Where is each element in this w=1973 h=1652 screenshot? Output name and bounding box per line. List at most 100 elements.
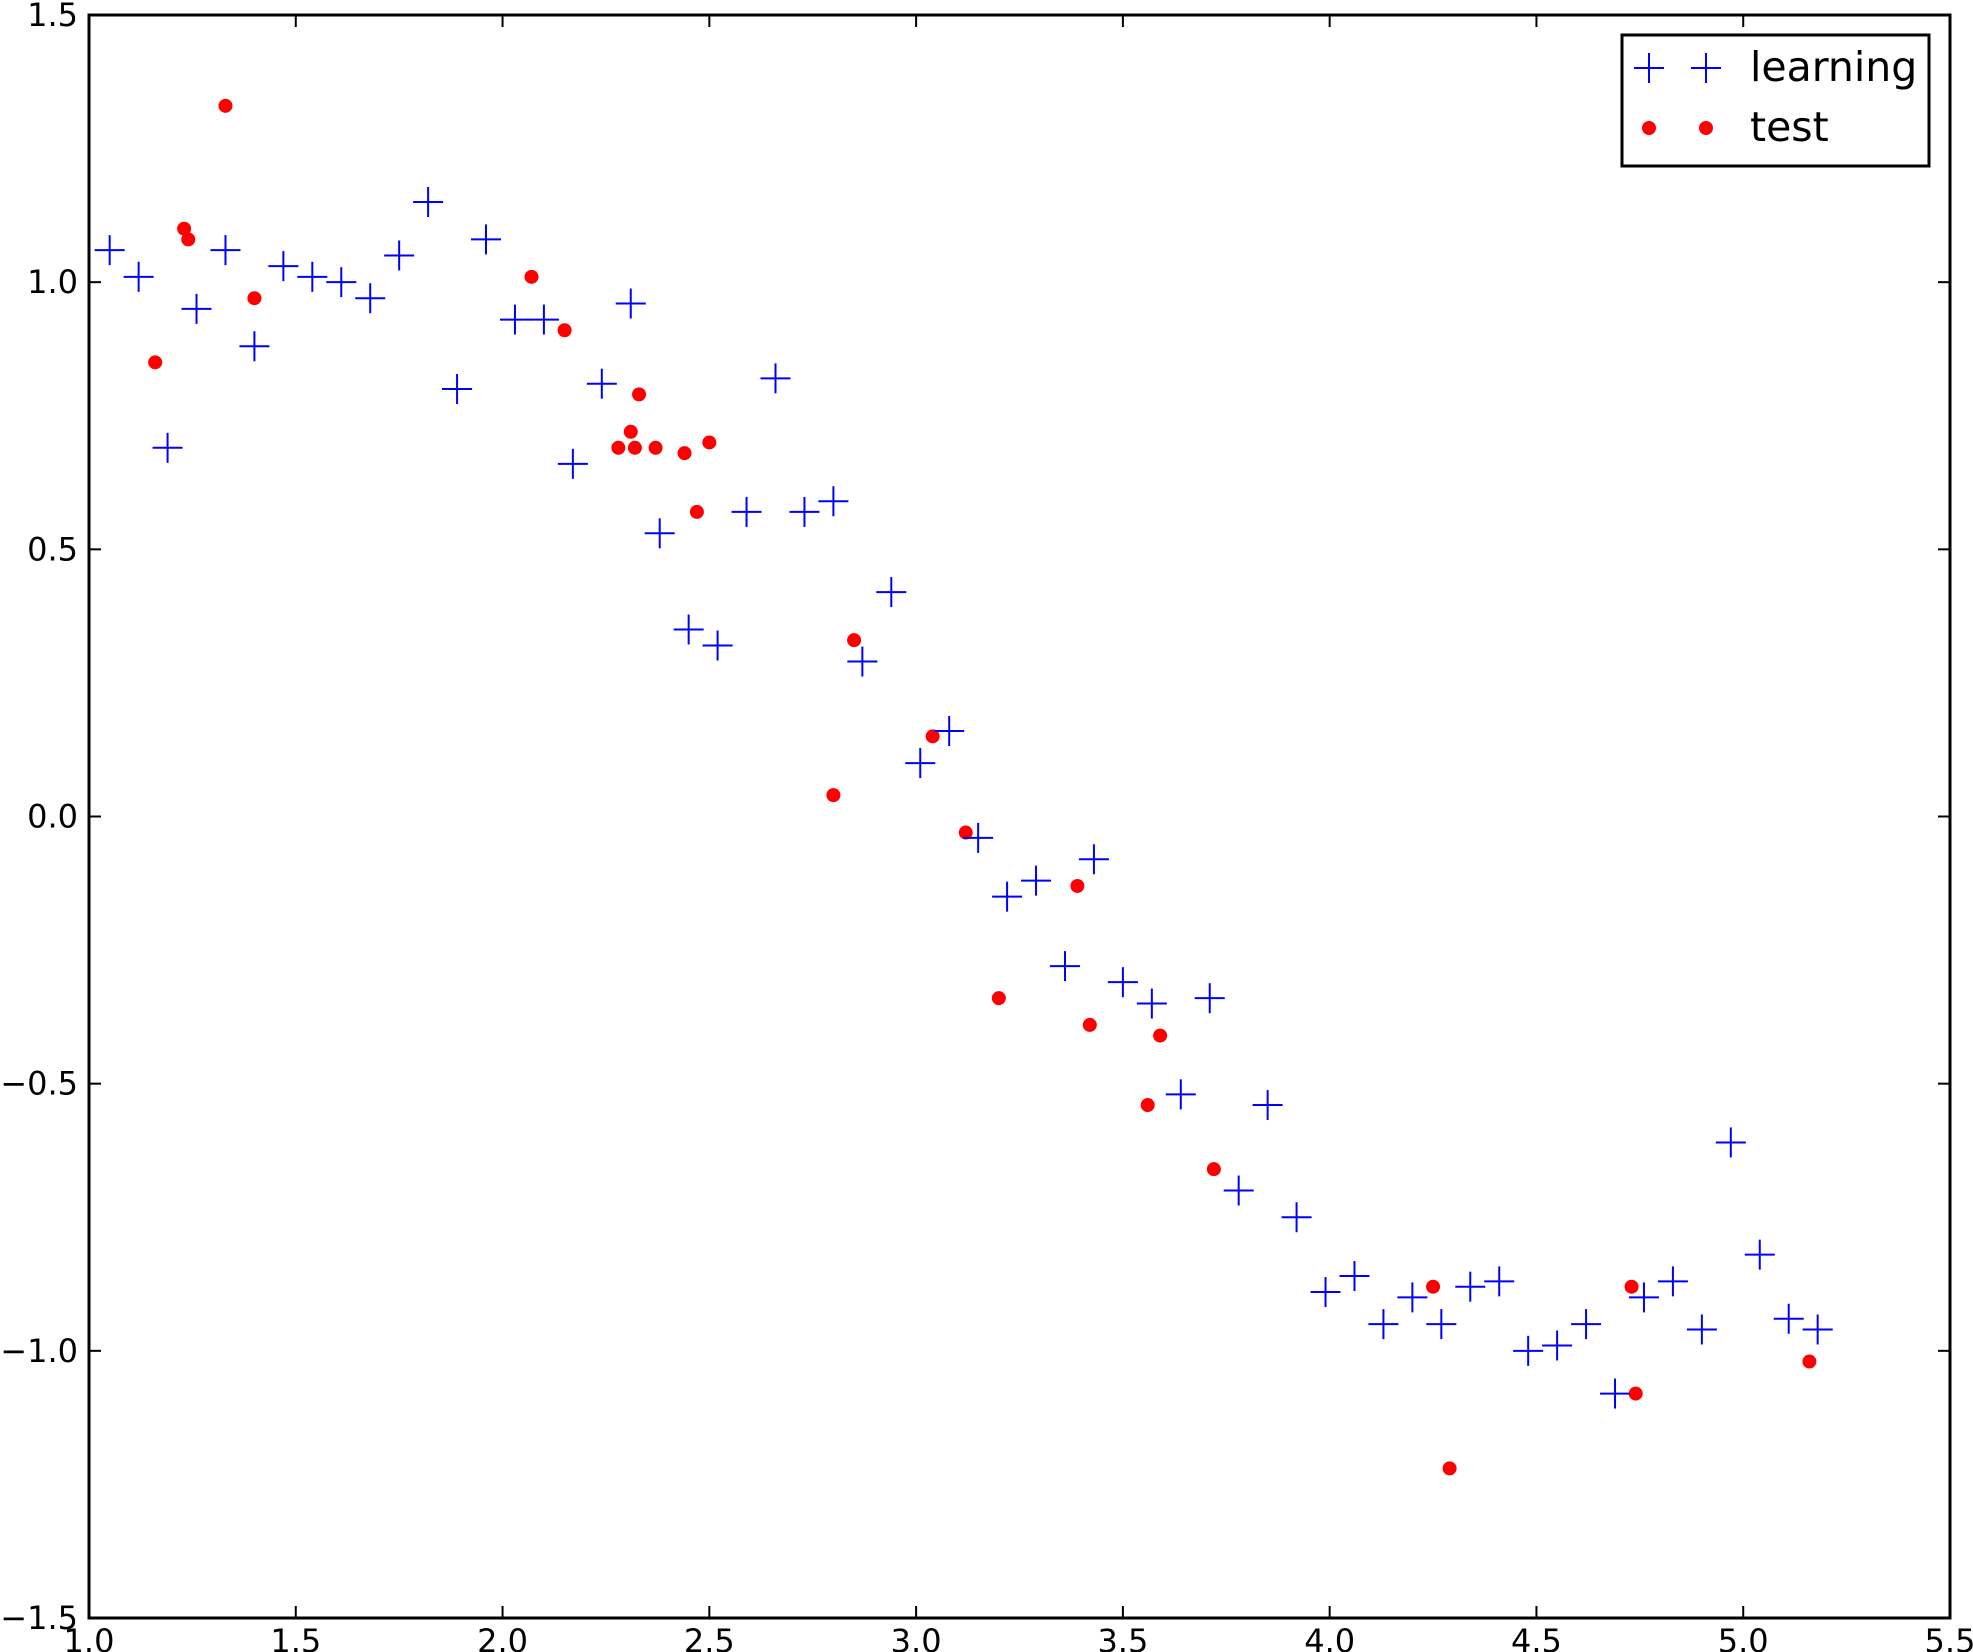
learning-point bbox=[1078, 844, 1109, 875]
learning-point bbox=[1339, 1261, 1370, 1292]
test-point bbox=[632, 387, 647, 402]
learning-point bbox=[528, 304, 559, 335]
learning-point bbox=[499, 304, 530, 335]
legend-markers bbox=[1634, 53, 1721, 135]
y-tick-label: −1.5 bbox=[0, 1599, 78, 1637]
learning-point bbox=[1397, 1282, 1428, 1313]
test-point bbox=[1426, 1279, 1441, 1294]
learning-point bbox=[1310, 1277, 1341, 1308]
test-point bbox=[1802, 1354, 1817, 1369]
test-point bbox=[181, 232, 196, 247]
test-point bbox=[1628, 1386, 1643, 1401]
learning-point bbox=[1252, 1090, 1283, 1121]
learning-point bbox=[1542, 1330, 1573, 1361]
y-tick-label: −1.0 bbox=[0, 1332, 78, 1370]
learning-point bbox=[586, 368, 617, 399]
learning-point bbox=[1657, 1266, 1688, 1297]
test-point bbox=[177, 221, 192, 236]
learning-point bbox=[1368, 1309, 1399, 1340]
learning-point bbox=[1686, 1314, 1717, 1345]
legend-label-test: test bbox=[1750, 103, 1829, 151]
learning-point bbox=[1773, 1303, 1804, 1334]
x-tick-label: 5.5 bbox=[1925, 1622, 1973, 1652]
test-point bbox=[648, 440, 663, 455]
learning-point bbox=[963, 822, 994, 853]
test-point bbox=[925, 729, 940, 744]
test-point bbox=[557, 323, 572, 338]
learning-point bbox=[442, 374, 473, 405]
x-axis-tick-labels: 1.0 1.5 2.0 2.5 3.0 3.5 4.0 4.5 5.0 5.5 bbox=[64, 1622, 1973, 1652]
test-point bbox=[611, 440, 626, 455]
learning-point bbox=[1426, 1309, 1457, 1340]
y-tick-label: 1.0 bbox=[27, 263, 78, 301]
x-tick-label: 2.0 bbox=[477, 1622, 528, 1652]
learning-point bbox=[239, 331, 270, 362]
learning-point bbox=[702, 630, 733, 661]
series-test-points bbox=[148, 98, 1817, 1476]
learning-point bbox=[731, 496, 762, 527]
learning-point bbox=[1571, 1309, 1602, 1340]
test-point bbox=[702, 435, 717, 450]
x-tick-label: 5.0 bbox=[1718, 1622, 1769, 1652]
x-tick-label: 1.5 bbox=[270, 1622, 321, 1652]
learning-point bbox=[1744, 1239, 1775, 1270]
learning-point bbox=[1165, 1079, 1196, 1110]
test-point bbox=[148, 355, 163, 370]
learning-point bbox=[1194, 983, 1225, 1014]
test-point bbox=[218, 98, 233, 113]
test-point bbox=[247, 291, 262, 306]
y-tick-label: 0.0 bbox=[27, 798, 78, 836]
series-learning-points bbox=[94, 187, 1833, 1409]
learning-point bbox=[789, 496, 820, 527]
x-tick-label: 1.0 bbox=[64, 1622, 115, 1652]
learning-point bbox=[210, 235, 241, 266]
learning-point bbox=[297, 261, 328, 292]
test-point bbox=[1140, 1098, 1155, 1113]
x-tick-label: 2.5 bbox=[684, 1622, 735, 1652]
learning-point bbox=[1281, 1202, 1312, 1233]
learning-point bbox=[1715, 1127, 1746, 1158]
learning-point bbox=[615, 288, 646, 319]
y-axis-tick-labels: 1.5 1.0 0.5 0.0 −0.5 −1.0 −1.5 bbox=[0, 0, 78, 1637]
learning-point bbox=[1513, 1335, 1544, 1366]
learning-point bbox=[1600, 1378, 1631, 1409]
learning-point bbox=[384, 240, 415, 271]
learning-point bbox=[413, 187, 444, 218]
learning-point bbox=[326, 267, 357, 298]
test-point bbox=[826, 788, 841, 803]
learning-point bbox=[1049, 951, 1080, 982]
legend-box bbox=[1620, 33, 1931, 168]
learning-point bbox=[355, 283, 386, 314]
learning-point bbox=[152, 432, 183, 463]
test-point bbox=[524, 269, 539, 284]
legend-marker-test bbox=[1699, 121, 1713, 135]
legend-label-learning: learning bbox=[1750, 43, 1917, 91]
x-tick-label: 4.5 bbox=[1511, 1622, 1562, 1652]
learning-point bbox=[268, 251, 299, 282]
test-point bbox=[958, 825, 973, 840]
learning-point bbox=[1021, 865, 1052, 896]
test-point bbox=[623, 424, 638, 439]
test-point bbox=[1442, 1461, 1457, 1476]
learning-point bbox=[1455, 1271, 1486, 1302]
legend-marker-learning bbox=[1634, 53, 1664, 83]
legend-marker-learning bbox=[1691, 53, 1721, 83]
x-tick-label: 3.5 bbox=[1097, 1622, 1148, 1652]
test-point bbox=[627, 440, 642, 455]
learning-point bbox=[673, 614, 704, 645]
learning-point bbox=[471, 224, 502, 255]
axis-ticks bbox=[88, 14, 1951, 1619]
x-tick-label: 3.0 bbox=[891, 1622, 942, 1652]
learning-point bbox=[123, 261, 154, 292]
test-point bbox=[677, 446, 692, 461]
learning-point bbox=[934, 716, 965, 747]
x-tick-label: 4.0 bbox=[1304, 1622, 1355, 1652]
learning-point bbox=[1628, 1282, 1659, 1313]
learning-point bbox=[94, 235, 125, 266]
plot-area-frame bbox=[87, 13, 1952, 1620]
learning-point bbox=[1802, 1314, 1833, 1345]
y-tick-label: 0.5 bbox=[27, 530, 78, 568]
learning-point bbox=[905, 748, 936, 779]
learning-point bbox=[1136, 988, 1167, 1019]
